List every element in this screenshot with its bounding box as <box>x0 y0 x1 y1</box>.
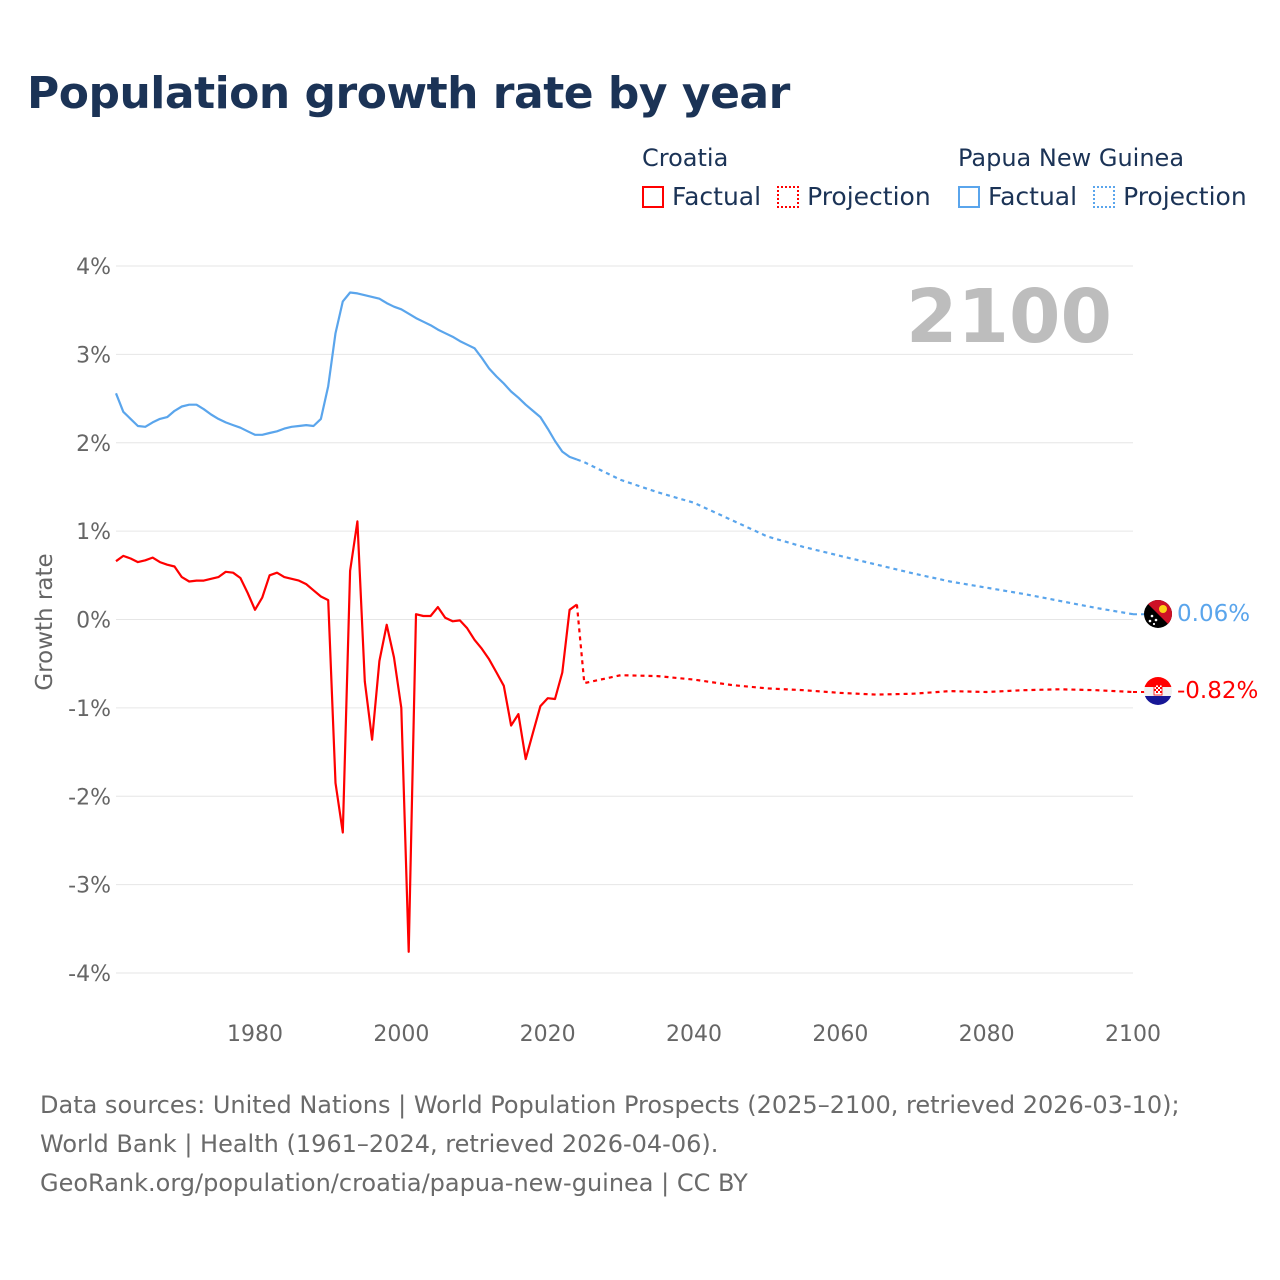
x-tick-label: 2000 <box>373 1022 429 1047</box>
end-label-papua-new-guinea: 0.06% <box>1177 601 1250 627</box>
croatia-flag-icon <box>1144 677 1172 705</box>
y-tick-label: 1% <box>76 520 111 545</box>
source-text: Data sources: United Nations | World Pop… <box>40 1091 1180 1158</box>
x-axis-ticks: 1980 2000 2020 2040 2060 2080 2100 <box>227 1022 1161 1047</box>
source-link[interactable]: GeoRank.org/population/croatia/papua-new… <box>40 1169 748 1197</box>
line-croatia-factual <box>115 520 578 953</box>
y-tick-label: -4% <box>68 962 111 987</box>
legend-swatch-dotted <box>1093 185 1116 208</box>
x-tick-label: 2040 <box>666 1022 722 1047</box>
legend-label: Projection <box>1123 182 1247 211</box>
y-tick-label: 3% <box>76 343 111 368</box>
x-tick-label: 1980 <box>227 1022 283 1047</box>
papua-new-guinea-flag-icon <box>1144 600 1172 628</box>
y-axis-label: Growth rate <box>32 553 58 690</box>
year-indicator: 2100 <box>906 274 1112 360</box>
y-tick-label: 0% <box>76 609 111 634</box>
x-tick-label: 2080 <box>959 1022 1015 1047</box>
chart-title: Population growth rate by year <box>27 68 790 119</box>
legend-item-png-projection[interactable]: Projection <box>1093 182 1247 211</box>
line-papua-new-guinea-factual <box>114 291 578 461</box>
end-label-croatia: -0.82% <box>1177 678 1258 704</box>
legend-group-name: Papua New Guinea <box>958 144 1185 172</box>
gridlines <box>116 265 1133 974</box>
legend-swatch-solid <box>642 185 664 208</box>
series-lines <box>114 291 1145 953</box>
y-tick-label: -2% <box>68 785 111 810</box>
x-tick-label: 2100 <box>1105 1022 1161 1047</box>
legend-label: Projection <box>807 182 931 211</box>
data-source-note: Data sources: United Nations | World Pop… <box>40 1086 1240 1203</box>
line-croatia-projection <box>575 604 1134 696</box>
legend-swatch-dotted <box>777 185 800 208</box>
legend-label: Factual <box>988 182 1078 211</box>
y-tick-label: 4% <box>76 255 111 280</box>
legend-item-croatia-factual[interactable]: Factual <box>642 182 761 211</box>
y-tick-label: 2% <box>76 432 111 457</box>
legend-item-png-factual[interactable]: Factual <box>958 182 1077 211</box>
line-papua-new-guinea-projection <box>576 458 1134 616</box>
x-tick-label: 2060 <box>812 1022 868 1047</box>
x-tick-label: 2020 <box>520 1022 576 1047</box>
legend-group-papua-new-guinea: Papua New Guinea Factual Projection <box>958 144 1263 211</box>
legend-swatch-solid <box>958 185 980 208</box>
y-tick-label: -1% <box>68 697 111 722</box>
legend-group-croatia: Croatia Factual Projection <box>642 144 947 211</box>
y-axis-ticks: 4% 3% 2% 1% 0% -1% -2% -3% -4% <box>68 255 111 987</box>
legend-group-name: Croatia <box>642 144 729 172</box>
legend-item-croatia-projection[interactable]: Projection <box>777 182 931 211</box>
legend-label: Factual <box>672 182 762 211</box>
y-tick-label: -3% <box>68 874 111 899</box>
